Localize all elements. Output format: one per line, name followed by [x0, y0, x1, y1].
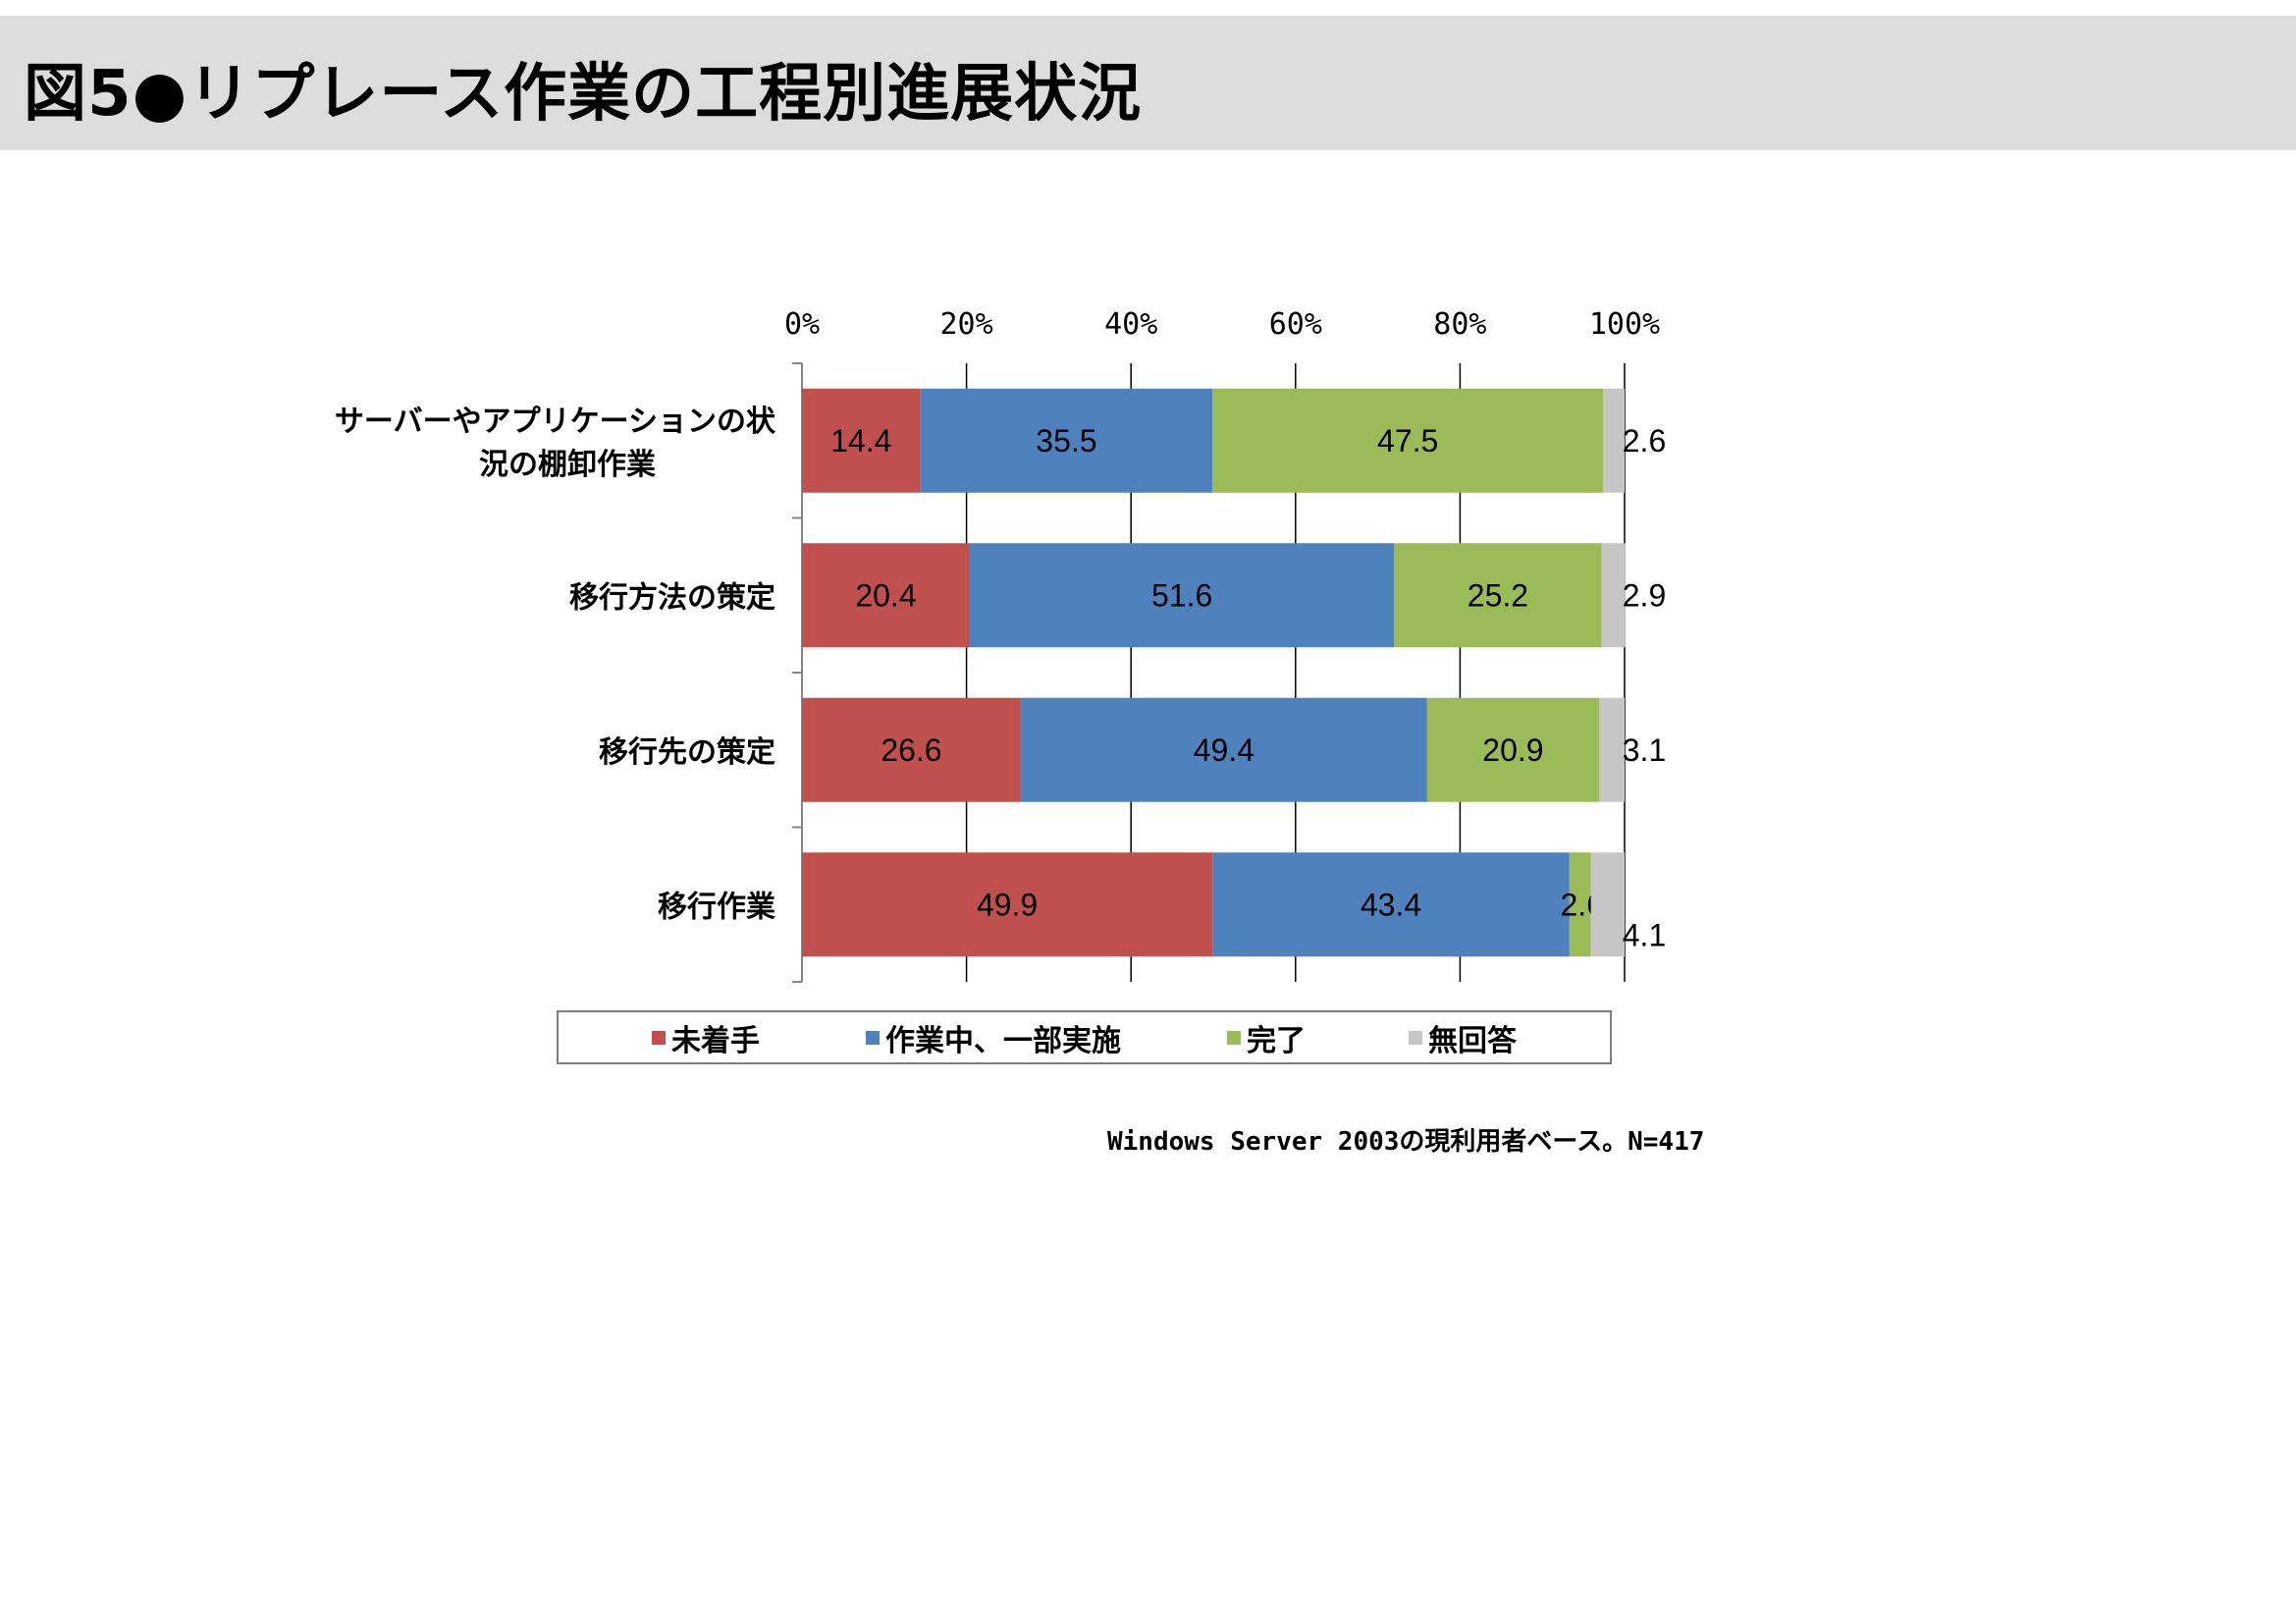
bar-segment: [1426, 697, 1600, 802]
data-label: 2.6: [1623, 423, 1666, 459]
bar-segment: [802, 852, 1213, 957]
bar-segment: [802, 388, 921, 493]
x-tick-label: 20%: [940, 307, 993, 342]
bar-segment: [969, 543, 1395, 648]
legend: 未着手 作業中、一部実施 完了 無回答: [557, 1010, 1612, 1064]
data-label: 25.2: [1468, 577, 1528, 613]
data-label: 14.4: [830, 423, 891, 459]
data-label: 47.5: [1377, 423, 1438, 459]
bar-segment: [1569, 852, 1591, 957]
bar-segment: [1020, 697, 1427, 802]
x-tick-label: 100%: [1589, 307, 1660, 342]
x-tick-label: 60%: [1269, 307, 1322, 342]
page-title: 図5●リプレース作業の工程別進展状況: [24, 58, 1143, 131]
data-label: 49.9: [977, 887, 1038, 922]
bar-segment: [1599, 697, 1625, 802]
data-label: 26.6: [881, 732, 941, 768]
bar-segment: [802, 543, 970, 648]
bar-segment: [802, 697, 1021, 802]
legend-item-no-answer: 無回答: [1409, 1022, 1517, 1058]
legend-label-in-progress: 作業中、一部実施: [885, 1024, 1121, 1058]
legend-swatch-in-progress: [866, 1031, 880, 1045]
bar-segment: [920, 388, 1213, 493]
bar-segment: [1601, 543, 1626, 648]
data-label: 35.5: [1036, 423, 1096, 459]
legend-label-completed: 完了: [1247, 1024, 1306, 1058]
legend-swatch-no-answer: [1409, 1031, 1422, 1045]
y-category-label: 移行方法の策定: [569, 580, 775, 615]
data-label: 49.4: [1194, 732, 1255, 768]
x-tick-label: 40%: [1104, 307, 1157, 342]
title-bar: [0, 16, 2296, 150]
legend-swatch-not-started: [652, 1031, 666, 1045]
data-label: 20.9: [1482, 732, 1543, 768]
y-category-label: 移行作業: [658, 890, 775, 924]
legend-item-not-started: 未着手: [652, 1022, 760, 1058]
legend-item-completed: 完了: [1227, 1022, 1306, 1058]
legend-swatch-completed: [1227, 1031, 1241, 1045]
data-label: 3.1: [1623, 732, 1666, 768]
data-label: 43.4: [1361, 887, 1421, 922]
y-category-label: サーバーやアプリケーションの状: [335, 405, 776, 439]
footnote: Windows Server 2003の現利用者ベース。N=417: [1107, 1127, 1705, 1157]
y-category-label: 況の棚卸作業: [479, 448, 656, 482]
data-label: 4.1: [1623, 917, 1666, 952]
bar-segment: [1394, 543, 1602, 648]
y-category-label: 移行先の策定: [599, 735, 775, 770]
bar-segment: [1603, 388, 1625, 493]
legend-item-in-progress: 作業中、一部実施: [866, 1022, 1121, 1058]
data-label: 51.6: [1151, 577, 1212, 613]
data-label: 20.4: [855, 577, 916, 613]
legend-label-not-started: 未着手: [671, 1024, 760, 1058]
bar-segment: [1212, 852, 1570, 957]
bar-segment: [1590, 852, 1625, 957]
data-label: 2.9: [1623, 577, 1666, 613]
legend-label-no-answer: 無回答: [1428, 1024, 1517, 1058]
x-tick-label: 80%: [1433, 307, 1486, 342]
bar-segment: [1212, 388, 1604, 493]
x-tick-label: 0%: [784, 307, 820, 342]
